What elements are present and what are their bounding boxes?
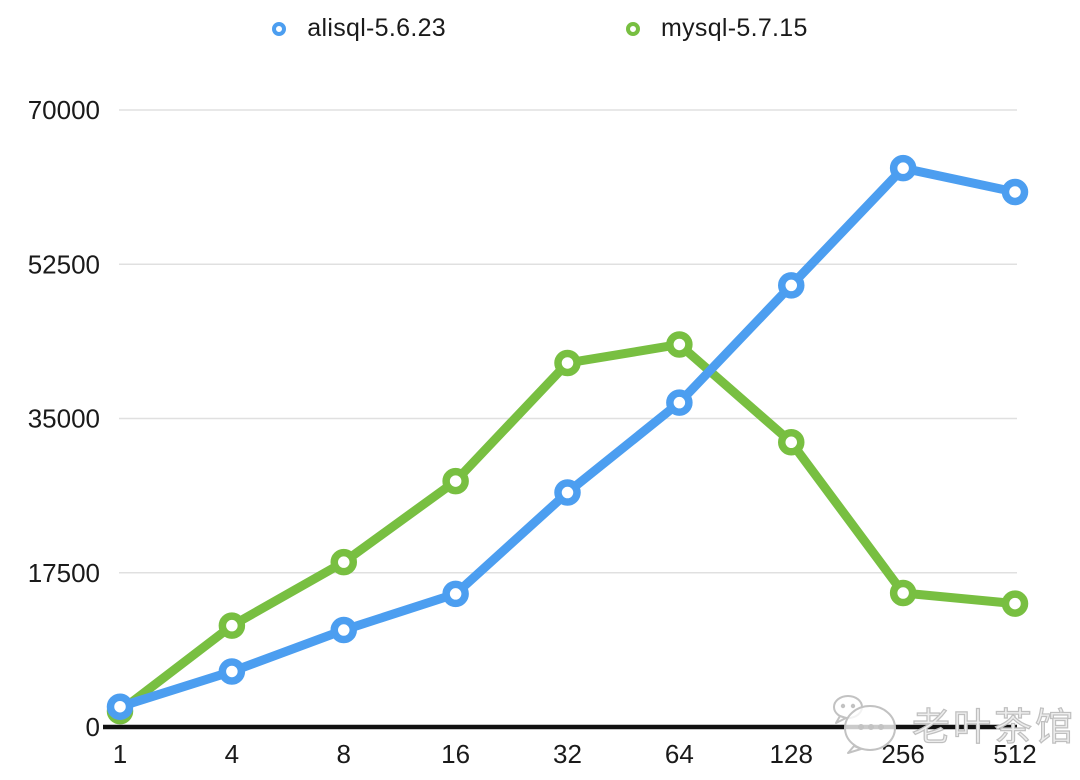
alisql-series-marker-icon (272, 21, 287, 36)
x-tick-label: 64 (665, 739, 694, 769)
series-line-mysql-5.7.15 (115, 339, 1020, 716)
data-point-alisql-5.6.23-128 (778, 272, 805, 299)
data-point-alisql-5.6.23-256 (889, 154, 917, 182)
x-tick-label: 4 (225, 739, 239, 769)
data-point-alisql-5.6.23-4 (218, 658, 246, 685)
y-tick-label: 17500 (28, 558, 100, 588)
chart-legend: alisql-5.6.23 mysql-5.7.15 (0, 14, 1080, 43)
x-tick-label: 8 (337, 739, 351, 769)
data-point-mysql-5.7.15-16 (442, 467, 469, 495)
series-line-alisql-5.6.23 (115, 163, 1020, 712)
mysql-series-marker-icon (625, 21, 640, 36)
x-tick-label: 128 (770, 739, 813, 769)
y-tick-label: 35000 (28, 404, 100, 434)
data-point-alisql-5.6.23-32 (554, 479, 581, 506)
y-tick-label: 0 (86, 712, 100, 742)
data-point-mysql-5.7.15-512 (1001, 590, 1029, 617)
x-tick-label: 32 (553, 739, 582, 769)
legend-label-alisql: alisql-5.6.23 (307, 14, 446, 42)
x-tick-label: 512 (993, 739, 1036, 769)
data-point-mysql-5.7.15-4 (218, 612, 246, 639)
x-tick-label: 1 (113, 739, 127, 769)
legend-item-mysql: mysql-5.7.15 (625, 14, 808, 43)
data-point-alisql-5.6.23-512 (1001, 178, 1029, 206)
data-point-mysql-5.7.15-256 (889, 579, 917, 607)
data-point-alisql-5.6.23-16 (442, 580, 469, 608)
data-point-alisql-5.6.23-64 (666, 389, 693, 416)
legend-item-alisql: alisql-5.6.23 (272, 14, 446, 43)
x-tick-label: 16 (441, 739, 470, 769)
data-point-alisql-5.6.23-8 (330, 616, 357, 644)
x-tick-label: 256 (881, 739, 924, 769)
y-tick-label: 52500 (28, 249, 100, 279)
data-point-mysql-5.7.15-128 (778, 429, 805, 456)
data-point-mysql-5.7.15-8 (330, 548, 357, 576)
data-point-mysql-5.7.15-64 (666, 331, 693, 358)
legend-label-mysql: mysql-5.7.15 (660, 14, 808, 42)
data-point-alisql-5.6.23-1 (106, 693, 134, 720)
data-point-mysql-5.7.15-32 (554, 349, 581, 377)
y-tick-label: 70000 (28, 95, 100, 125)
